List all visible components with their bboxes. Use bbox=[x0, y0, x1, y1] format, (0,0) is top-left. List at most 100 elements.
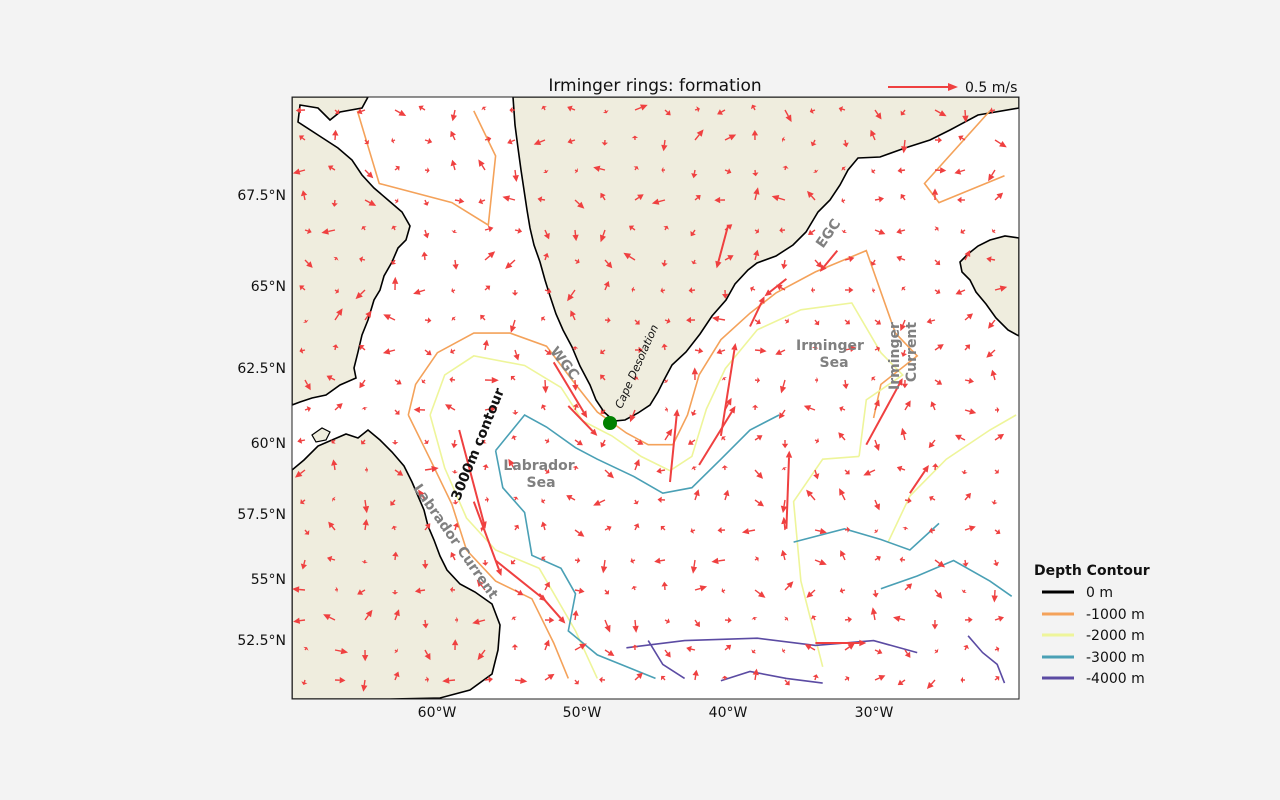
velocity-arrow bbox=[514, 227, 523, 234]
velocity-arrow bbox=[842, 379, 849, 390]
velocity-arrow bbox=[502, 195, 516, 202]
velocity-arrow bbox=[963, 644, 969, 651]
velocity-arrow bbox=[693, 489, 700, 501]
velocity-arrow bbox=[752, 169, 759, 177]
velocity-arrow bbox=[814, 319, 820, 326]
velocity-arrow bbox=[510, 559, 516, 565]
legend-entry: -2000 m bbox=[1042, 628, 1145, 644]
velocity-arrow bbox=[604, 317, 611, 324]
velocity-arrow bbox=[692, 669, 699, 681]
velocity-arrow bbox=[362, 519, 369, 531]
velocity-arrow bbox=[841, 197, 846, 204]
velocity-arrow bbox=[511, 616, 517, 621]
velocity-arrow bbox=[542, 379, 549, 394]
velocity-arrow bbox=[990, 369, 997, 381]
velocity-arrow bbox=[604, 469, 614, 479]
legend-label: -4000 m bbox=[1086, 671, 1145, 687]
velocity-arrow bbox=[543, 639, 550, 651]
velocity-arrow bbox=[364, 609, 373, 621]
velocity-arrow bbox=[390, 499, 396, 506]
velocity-arrow bbox=[450, 130, 456, 141]
velocity-arrow bbox=[664, 109, 671, 116]
velocity-arrow bbox=[604, 589, 610, 595]
velocity-arrow bbox=[654, 557, 666, 564]
velocity-arrow bbox=[928, 439, 936, 449]
velocity-arrow bbox=[567, 105, 576, 112]
velocity-arrow bbox=[482, 464, 489, 471]
velocity-arrow bbox=[544, 468, 550, 474]
velocity-arrow bbox=[808, 229, 816, 235]
velocity-arrow bbox=[964, 525, 976, 532]
velocity-arrow bbox=[811, 615, 817, 621]
velocity-arrow bbox=[960, 676, 965, 684]
velocity-arrow bbox=[394, 198, 399, 204]
map-frame bbox=[291, 96, 1020, 700]
velocity-arrow bbox=[754, 556, 759, 562]
velocity-arrow bbox=[839, 488, 846, 501]
velocity-arrow bbox=[934, 109, 947, 117]
chart-title: Irminger rings: formation bbox=[548, 76, 761, 96]
velocity-arrow bbox=[723, 489, 730, 501]
velocity-arrow bbox=[552, 361, 588, 418]
velocity-arrow bbox=[694, 347, 704, 354]
velocity-arrow bbox=[544, 438, 550, 444]
velocity-arrow bbox=[751, 616, 758, 621]
legend-title: Depth Contour bbox=[1034, 563, 1150, 579]
velocity-arrow bbox=[391, 225, 397, 231]
velocity-arrow bbox=[724, 134, 737, 141]
baffin-island-land bbox=[292, 97, 411, 406]
contour-4000m bbox=[626, 637, 918, 654]
velocity-arrow bbox=[964, 408, 977, 415]
velocity-arrow bbox=[691, 169, 698, 179]
velocity-arrow bbox=[633, 499, 639, 505]
velocity-arrow bbox=[753, 249, 760, 261]
velocity-arrow bbox=[865, 378, 903, 446]
depth-contours bbox=[356, 110, 1017, 684]
velocity-arrow bbox=[664, 406, 668, 413]
velocity-arrow bbox=[839, 406, 846, 412]
velocity-arrow bbox=[870, 607, 878, 621]
velocity-arrow bbox=[717, 527, 726, 534]
velocity-arrow bbox=[751, 130, 759, 141]
velocity-arrow bbox=[623, 252, 636, 261]
velocity-arrow bbox=[544, 287, 552, 294]
velocity-arrow bbox=[721, 436, 726, 441]
velocity-arrow bbox=[688, 287, 696, 294]
velocity-arrow bbox=[932, 463, 939, 471]
velocity-arrow bbox=[631, 135, 639, 141]
velocity-arrow bbox=[721, 377, 727, 381]
velocity-arrow bbox=[900, 109, 906, 116]
velocity-arrow bbox=[299, 135, 306, 141]
velocity-arrow bbox=[394, 469, 404, 476]
velocity-arrow bbox=[481, 106, 487, 111]
velocity-arrow bbox=[694, 619, 700, 628]
velocity-arrow bbox=[842, 139, 849, 148]
velocity-arrow bbox=[482, 339, 489, 351]
velocity-arrow bbox=[873, 528, 879, 534]
velocity-arrow bbox=[690, 527, 696, 534]
velocity-arrow bbox=[513, 524, 520, 531]
velocity-arrow bbox=[955, 434, 966, 441]
velocity-arrow bbox=[694, 129, 704, 141]
velocity-arrow bbox=[782, 165, 789, 171]
velocity-arrow bbox=[955, 289, 966, 295]
y-tick-label: 55°N bbox=[251, 572, 286, 588]
contour-1000m bbox=[407, 249, 919, 446]
velocity-arrow bbox=[424, 349, 432, 356]
velocity-arrow bbox=[331, 439, 336, 444]
velocity-arrow bbox=[328, 521, 336, 531]
velocity-arrow bbox=[934, 288, 941, 295]
legend-entry: 0 m bbox=[1042, 585, 1113, 601]
map-area: Labrador Sea Irminger Sea Irminger Curre… bbox=[292, 97, 1019, 699]
velocity-arrow bbox=[334, 648, 349, 655]
velocity-arrow bbox=[651, 198, 666, 205]
velocity-arrow bbox=[838, 106, 846, 113]
y-tick-label: 65°N bbox=[251, 279, 286, 295]
velocity-arrow bbox=[741, 528, 756, 535]
velocity-arrow bbox=[724, 617, 732, 624]
velocity-arrow bbox=[600, 559, 608, 574]
velocity-arrow bbox=[814, 259, 823, 268]
velocity-arrow bbox=[874, 228, 886, 235]
velocity-arrow bbox=[994, 675, 1000, 681]
velocity-arrow bbox=[332, 496, 336, 502]
